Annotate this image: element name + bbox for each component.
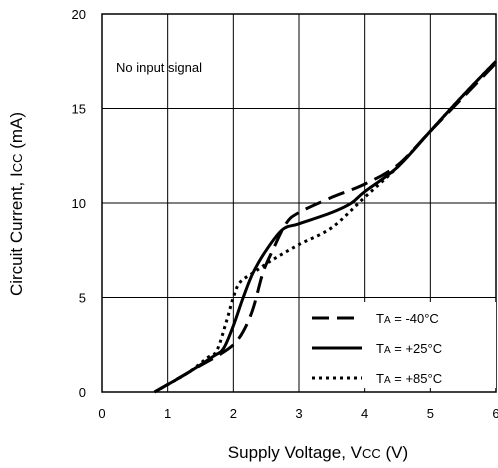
x-tick-label: 3 [295, 406, 302, 421]
plot-frame [101, 13, 497, 393]
x-tick-label: 1 [164, 406, 171, 421]
plot-border [101, 13, 497, 393]
x-axis-title: Supply Voltage, VCC (V) [228, 443, 408, 462]
y-axis-title: Circuit Current, ICC (mA) [7, 112, 26, 296]
legend-label-plus85: TA = +85°C [376, 371, 442, 386]
annotation-no-input-signal: No input signal [116, 60, 202, 75]
tick-labels: 0 1 2 3 4 5 6 0 5 10 15 20 [72, 7, 498, 421]
x-tick-label: 0 [98, 406, 105, 421]
x-tick-label: 2 [230, 406, 237, 421]
x-axis-title-main: Supply Voltage, V [228, 443, 363, 462]
x-tick-label: 4 [361, 406, 368, 421]
y-tick-label: 20 [72, 7, 86, 22]
y-axis-title-sub: CC [10, 154, 25, 173]
legend-background [302, 302, 496, 388]
legend-label-minus40: TA = -40°C [376, 311, 439, 326]
series-line-dashed [153, 62, 498, 394]
x-tick-label: 6 [492, 406, 498, 421]
y-axis-title-unit: (mA) [7, 112, 26, 154]
legend-label-plus25: TA = +25°C [376, 341, 442, 356]
y-tick-label: 0 [79, 385, 86, 400]
y-tick-label: 10 [72, 196, 86, 211]
grid [102, 14, 496, 392]
legend: TA = -40°C TA = +25°C TA = +85°C [302, 302, 496, 388]
series-layer [153, 60, 498, 394]
y-tick-label: 15 [72, 102, 86, 117]
y-tick-label: 5 [79, 291, 86, 306]
x-tick-label: 5 [427, 406, 434, 421]
x-axis-title-sub: CC [362, 446, 381, 461]
x-axis-title-unit: (V) [381, 443, 408, 462]
y-axis-title-main: Circuit Current, I [7, 172, 26, 296]
